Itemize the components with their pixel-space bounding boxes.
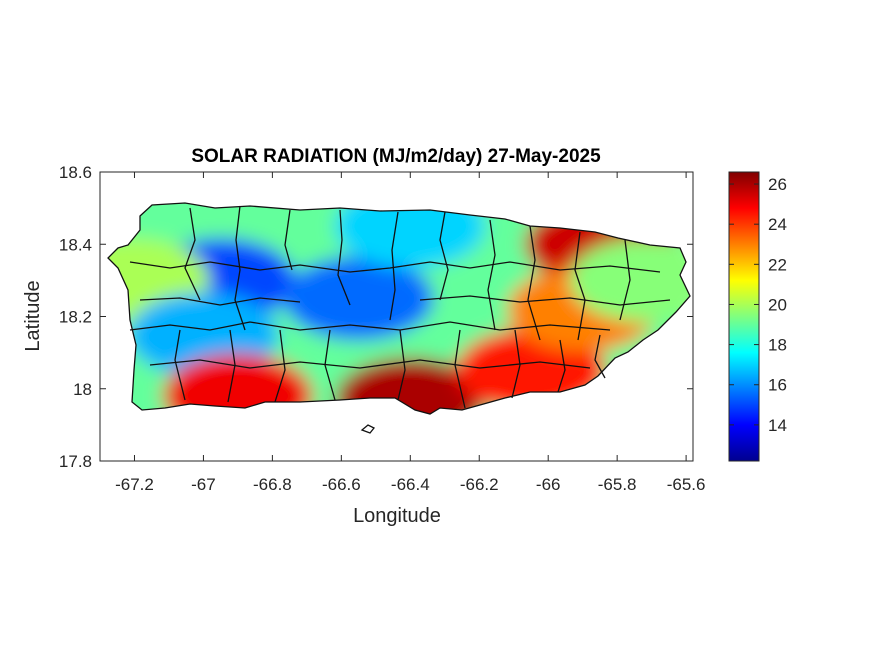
x-tick-label: -66.6 — [322, 475, 361, 494]
municipality-boundary — [129, 321, 611, 331]
region-value-blob — [335, 357, 486, 414]
region-value-blob — [569, 238, 690, 323]
x-axis-label: Longitude — [353, 505, 441, 527]
municipality-boundary — [184, 207, 201, 301]
x-tick-label: -65.6 — [667, 475, 706, 494]
y-tick-label: 18.2 — [59, 308, 92, 327]
municipality-boundary — [511, 329, 521, 399]
x-tick-label: -67.2 — [115, 475, 154, 494]
municipality-boundary — [174, 329, 186, 401]
municipality-boundary — [274, 329, 286, 403]
municipality-boundary — [397, 329, 406, 401]
x-tick-label: -67 — [191, 475, 216, 494]
y-tick-label: 18 — [73, 380, 92, 399]
municipality-borders — [107, 202, 691, 415]
municipality-boundary — [594, 334, 606, 379]
colorbar — [728, 171, 760, 462]
colorbar-tick-label: 16 — [768, 376, 787, 395]
x-tick-label: -66.2 — [460, 475, 499, 494]
y-tick-label: 17.8 — [59, 452, 92, 471]
y-axis-ticks: 17.8 18 18.2 18.4 18.6 — [59, 163, 693, 471]
colorbar-tick-label: 14 — [768, 416, 787, 435]
region-value-blob — [162, 353, 313, 414]
municipality-boundary — [557, 339, 566, 393]
municipality-boundary — [389, 211, 399, 321]
municipality-boundary — [284, 209, 293, 271]
municipality-boundary — [234, 205, 246, 331]
chart-title: SOLAR RADIATION (MJ/m2/day) 27-May-2025 — [191, 146, 601, 167]
colorbar-tick-label: 24 — [768, 215, 787, 234]
region-value-blob — [283, 256, 434, 341]
y-tick-label: 18.6 — [59, 163, 92, 182]
municipality-boundary — [129, 261, 661, 273]
municipality-boundary — [139, 297, 301, 306]
colorbar-tick-label: 18 — [768, 336, 787, 355]
municipality-boundary — [337, 209, 351, 306]
caja-de-muertos-island — [360, 424, 376, 434]
municipality-boundary — [149, 359, 591, 369]
municipality-boundary — [487, 219, 496, 331]
colorbar-tick-label: 22 — [768, 255, 787, 274]
x-axis-ticks: -67.2 -67 -66.8 -66.6 -66.4 -66.2 -66 -65.8 -65.… — [115, 172, 705, 494]
x-tick-label: -65.8 — [598, 475, 637, 494]
municipality-boundary — [574, 231, 586, 341]
y-axis-label: Latitude — [22, 280, 44, 351]
y-tick-label: 18.4 — [59, 235, 92, 254]
x-tick-label: -66 — [536, 475, 561, 494]
colorbar-tick-label: 20 — [768, 295, 787, 314]
municipality-boundary — [619, 239, 631, 321]
colorbar-tick-label: 26 — [768, 175, 787, 194]
municipality-boundary — [419, 295, 671, 306]
municipality-boundary — [439, 211, 449, 301]
municipality-boundary — [527, 225, 541, 341]
x-tick-label: -66.8 — [253, 475, 292, 494]
x-tick-label: -66.4 — [391, 475, 430, 494]
colorbar-ticks: 14 16 18 20 22 24 26 — [729, 175, 787, 435]
